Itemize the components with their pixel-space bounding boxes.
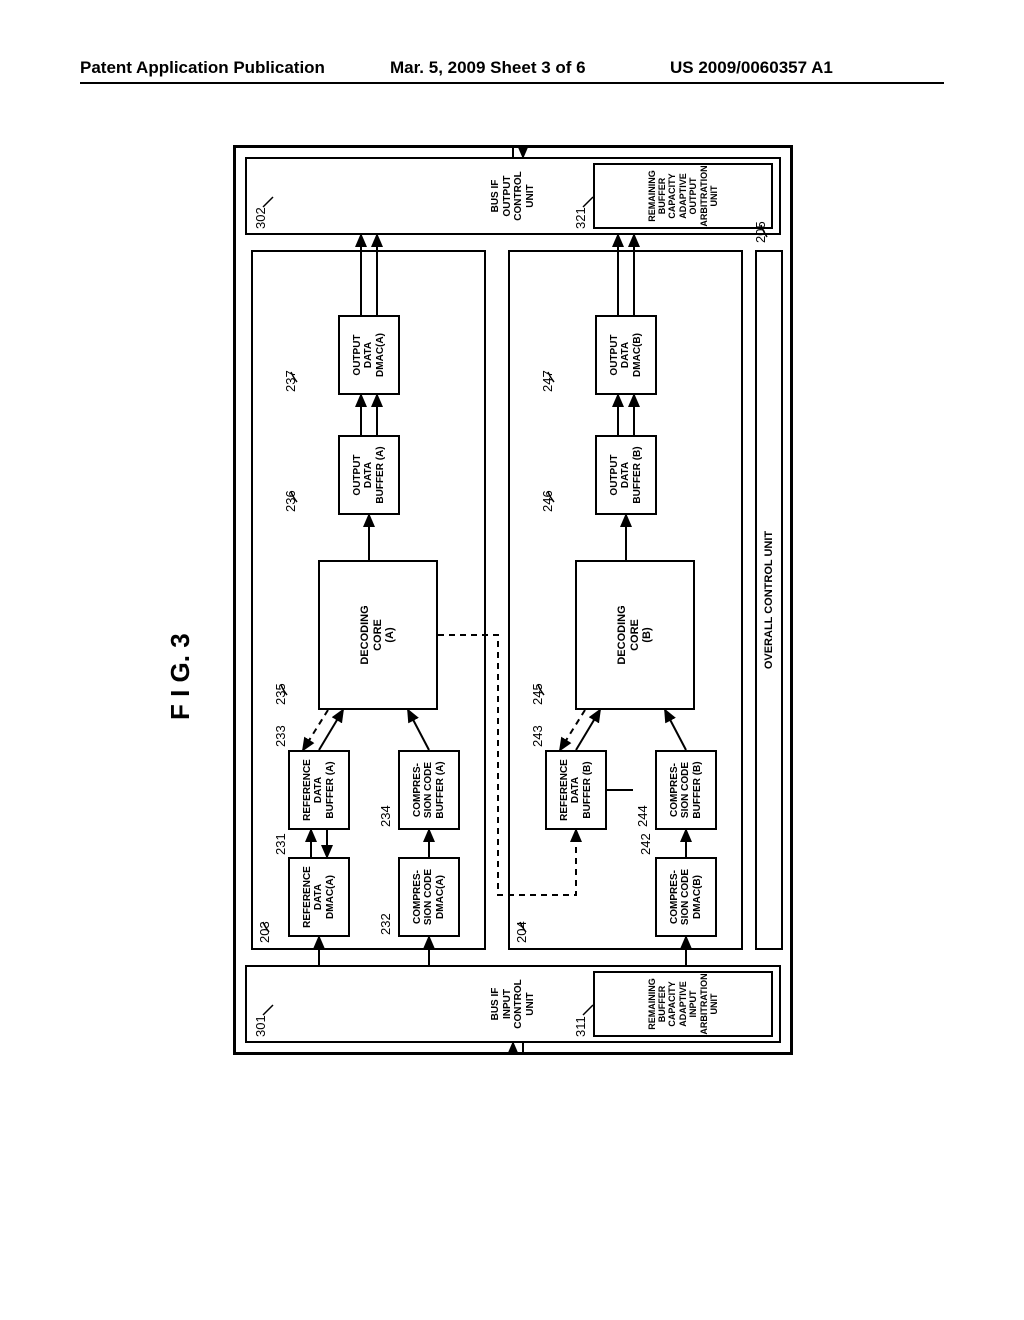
- ref-232: 232: [378, 913, 393, 935]
- overall-control-unit: OVERALL CONTROL UNIT: [755, 250, 783, 950]
- output-data-dmac-b: OUTPUT DATA DMAC(B): [595, 315, 657, 395]
- ref-321: 321: [573, 207, 588, 229]
- ref-242: 242: [638, 833, 653, 855]
- output-data-buffer-a: OUTPUT DATA BUFFER (A): [338, 435, 400, 515]
- header-right: US 2009/0060357 A1: [670, 58, 833, 78]
- ref-245: 245: [530, 683, 545, 705]
- input-arbitration-unit: REMAINING BUFFER CAPACITY ADAPTIVE INPUT…: [593, 971, 773, 1037]
- header-center: Mar. 5, 2009 Sheet 3 of 6: [390, 58, 586, 78]
- decoding-core-a: DECODING CORE (A): [318, 560, 438, 710]
- ref-233: 233: [273, 725, 288, 747]
- ref-data-buffer-b: REFERENCE DATA BUFFER (B): [545, 750, 607, 830]
- output-data-dmac-a: OUTPUT DATA DMAC(A): [338, 315, 400, 395]
- ref-237: 237: [283, 370, 298, 392]
- decoding-core-b: DECODING CORE (B): [575, 560, 695, 710]
- figure-label: F I G. 3: [165, 633, 196, 720]
- ref-244: 244: [635, 805, 650, 827]
- header-left: Patent Application Publication: [80, 58, 325, 78]
- header-rule: [80, 82, 944, 84]
- ref-311: 311: [573, 1016, 588, 1037]
- ref-243: 243: [530, 725, 545, 747]
- ref-236: 236: [283, 490, 298, 512]
- output-arbitration-unit: REMAINING BUFFER CAPACITY ADAPTIVE OUTPU…: [593, 163, 773, 229]
- comp-code-buffer-b: COMPRES- SION CODE BUFFER (B): [655, 750, 717, 830]
- diagram: BUS IF INPUT CONTROL UNIT REMAINING BUFF…: [233, 145, 793, 1055]
- comp-code-dmac-b: COMPRES- SION CODE DMAC(B): [655, 857, 717, 937]
- output-data-buffer-b: OUTPUT DATA BUFFER (B): [595, 435, 657, 515]
- ref-204: 204: [514, 921, 529, 943]
- ref-231: 231: [273, 833, 288, 855]
- ref-data-dmac-a: REFERENCE DATA DMAC(A): [288, 857, 350, 937]
- ref-203: 203: [257, 921, 272, 943]
- ref-247: 247: [540, 370, 555, 392]
- ref-234: 234: [378, 805, 393, 827]
- comp-code-buffer-a: COMPRES- SION CODE BUFFER (A): [398, 750, 460, 830]
- page: Patent Application Publication Mar. 5, 2…: [0, 0, 1024, 1320]
- ref-205: 205: [753, 221, 768, 243]
- comp-code-dmac-a: COMPRES- SION CODE DMAC(A): [398, 857, 460, 937]
- ref-data-buffer-a: REFERENCE DATA BUFFER (A): [288, 750, 350, 830]
- ref-301: 301: [253, 1015, 268, 1037]
- ref-246: 246: [540, 490, 555, 512]
- ref-235: 235: [273, 683, 288, 705]
- ref-302: 302: [253, 207, 268, 229]
